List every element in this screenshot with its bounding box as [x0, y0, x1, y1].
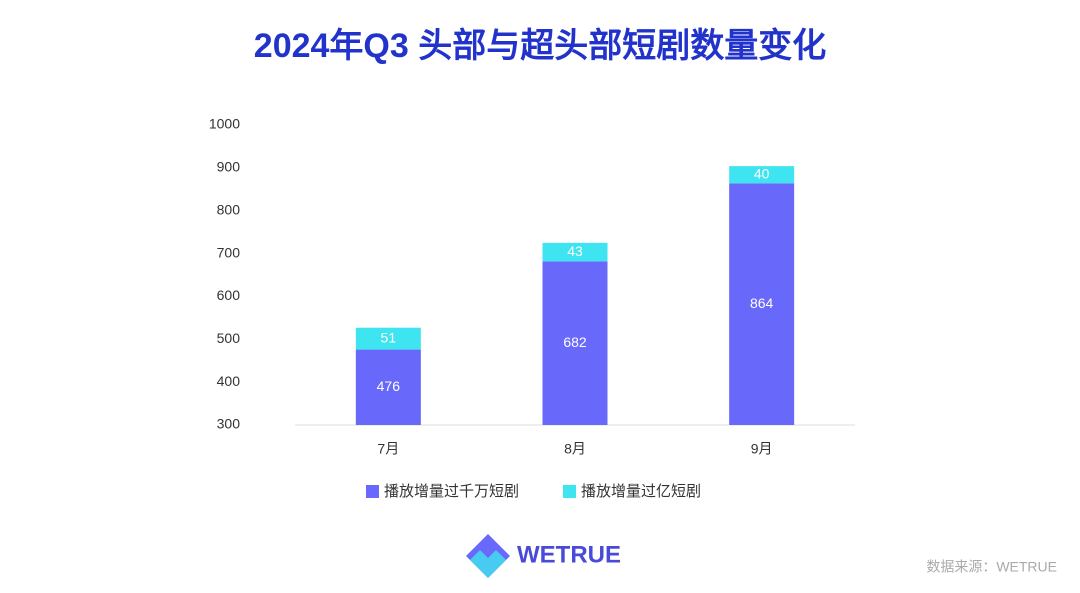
y-tick-label: 600 [217, 287, 241, 303]
y-tick-label: 700 [217, 244, 241, 260]
bar-segment [542, 242, 608, 262]
legend-label: 播放增量过亿短剧 [581, 483, 701, 500]
logo-icon [470, 550, 506, 578]
x-tick-label: 8月 [564, 441, 586, 457]
data-label: 40 [754, 165, 770, 181]
logo-text: WETRUE [517, 541, 621, 568]
y-tick-label: 300 [217, 416, 241, 432]
bar-segment [542, 261, 608, 425]
y-tick-label: 400 [217, 373, 241, 389]
x-tick-label: 9月 [751, 441, 773, 457]
bar-segment [355, 327, 421, 350]
legend-swatch [563, 485, 576, 498]
y-tick-label: 500 [217, 330, 241, 346]
y-tick-label: 900 [217, 159, 241, 175]
data-label: 51 [381, 329, 397, 345]
logo: WETRUE [466, 534, 621, 578]
source: 数据来源：WETRUE [926, 559, 1057, 575]
legend-label: 播放增量过千万短剧 [384, 483, 519, 500]
chart-title: 2024年Q3 头部与超头部短剧数量变化 [254, 27, 826, 65]
legend-swatch [366, 485, 379, 498]
bar-segment [729, 166, 795, 184]
y-tick-label: 1000 [209, 116, 240, 132]
data-label: 682 [563, 334, 587, 350]
data-label: 864 [750, 295, 774, 311]
bar-segment [355, 349, 421, 425]
x-tick-label: 7月 [377, 441, 399, 457]
data-label: 476 [377, 378, 401, 394]
bar-segment [729, 183, 795, 425]
data-label: 43 [567, 243, 583, 259]
y-tick-label: 800 [217, 201, 241, 217]
